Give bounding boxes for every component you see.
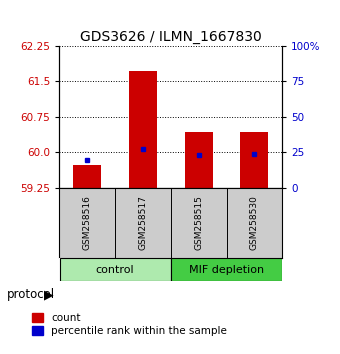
Title: GDS3626 / ILMN_1667830: GDS3626 / ILMN_1667830 bbox=[80, 30, 262, 44]
Text: ▶: ▶ bbox=[44, 288, 54, 301]
Text: protocol: protocol bbox=[7, 288, 55, 301]
Bar bbox=[185, 132, 212, 188]
Bar bbox=[240, 132, 268, 188]
Text: GSM258517: GSM258517 bbox=[138, 195, 148, 251]
Text: GSM258516: GSM258516 bbox=[83, 195, 92, 251]
Bar bbox=[171, 258, 282, 281]
Text: MIF depletion: MIF depletion bbox=[189, 265, 264, 275]
Text: GSM258515: GSM258515 bbox=[194, 195, 203, 251]
Bar bbox=[73, 165, 101, 188]
Bar bbox=[59, 258, 171, 281]
Text: control: control bbox=[96, 265, 135, 275]
Legend: count, percentile rank within the sample: count, percentile rank within the sample bbox=[32, 313, 227, 336]
Bar bbox=[129, 71, 157, 188]
Text: GSM258530: GSM258530 bbox=[250, 195, 259, 251]
